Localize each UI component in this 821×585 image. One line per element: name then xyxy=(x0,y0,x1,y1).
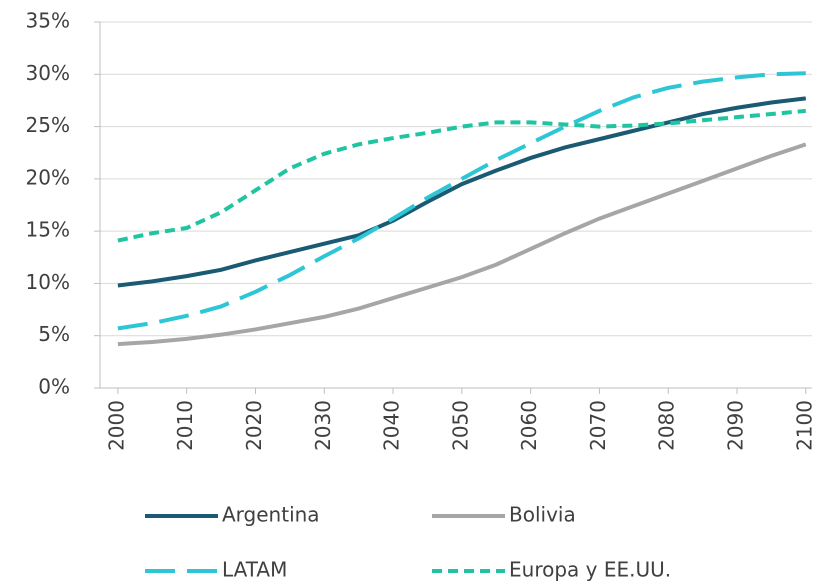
legend-label: Bolivia xyxy=(509,503,576,527)
x-tick-label: 2070 xyxy=(586,400,610,451)
x-tick-label: 2000 xyxy=(104,400,128,451)
legend-label: Argentina xyxy=(222,503,320,527)
legend-label: LATAM xyxy=(222,558,287,582)
x-tick-label: 2030 xyxy=(311,400,335,451)
y-tick-label: 30% xyxy=(26,61,70,85)
series-line xyxy=(117,96,807,288)
series-line xyxy=(117,71,806,331)
x-tick-label: 2040 xyxy=(380,400,404,451)
legend-label: Europa y EE.UU. xyxy=(509,558,671,582)
y-tick-label: 25% xyxy=(26,113,70,137)
x-tick-label: 2050 xyxy=(448,400,472,451)
x-tick-label: 2020 xyxy=(242,400,266,451)
x-tick-label: 2100 xyxy=(792,400,816,451)
series-line xyxy=(117,108,806,243)
x-tick-label: 2090 xyxy=(724,400,748,451)
y-tick-label: 20% xyxy=(26,165,70,189)
y-tick-label: 0% xyxy=(38,375,70,399)
y-tick-label: 5% xyxy=(38,322,70,346)
series-line xyxy=(117,142,807,347)
x-tick-label: 2080 xyxy=(655,400,679,451)
x-tick-label: 2010 xyxy=(173,400,197,451)
y-tick-label: 10% xyxy=(26,270,70,294)
x-tick-label: 2060 xyxy=(517,400,541,451)
y-tick-label: 15% xyxy=(26,218,70,242)
y-tick-label: 35% xyxy=(26,9,70,33)
